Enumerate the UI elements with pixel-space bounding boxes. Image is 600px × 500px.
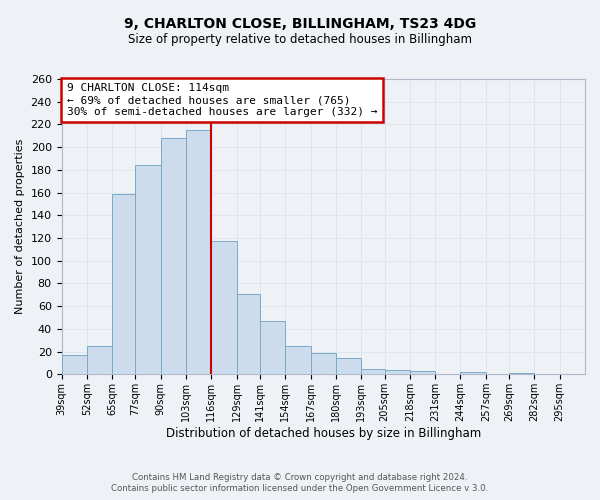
Bar	[286, 346, 311, 374]
X-axis label: Distribution of detached houses by size in Billingham: Distribution of detached houses by size …	[166, 427, 481, 440]
Y-axis label: Number of detached properties: Number of detached properties	[15, 139, 25, 314]
Text: Contains HM Land Registry data © Crown copyright and database right 2024.: Contains HM Land Registry data © Crown c…	[132, 472, 468, 482]
Bar	[87, 346, 112, 374]
Text: 9 CHARLTON CLOSE: 114sqm
← 69% of detached houses are smaller (765)
30% of semi-: 9 CHARLTON CLOSE: 114sqm ← 69% of detach…	[67, 84, 377, 116]
Text: Size of property relative to detached houses in Billingham: Size of property relative to detached ho…	[128, 32, 472, 46]
Bar	[186, 130, 211, 374]
Bar	[385, 370, 410, 374]
Bar	[161, 138, 186, 374]
Bar	[361, 368, 385, 374]
Bar	[112, 194, 136, 374]
Bar	[211, 242, 236, 374]
Text: 9, CHARLTON CLOSE, BILLINGHAM, TS23 4DG: 9, CHARLTON CLOSE, BILLINGHAM, TS23 4DG	[124, 18, 476, 32]
Bar	[136, 166, 161, 374]
Bar	[460, 372, 486, 374]
Bar	[260, 321, 286, 374]
Bar	[236, 294, 260, 374]
Text: Contains public sector information licensed under the Open Government Licence v : Contains public sector information licen…	[112, 484, 488, 493]
Bar	[62, 355, 87, 374]
Bar	[336, 358, 361, 374]
Bar	[509, 373, 535, 374]
Bar	[410, 371, 435, 374]
Bar	[311, 352, 336, 374]
